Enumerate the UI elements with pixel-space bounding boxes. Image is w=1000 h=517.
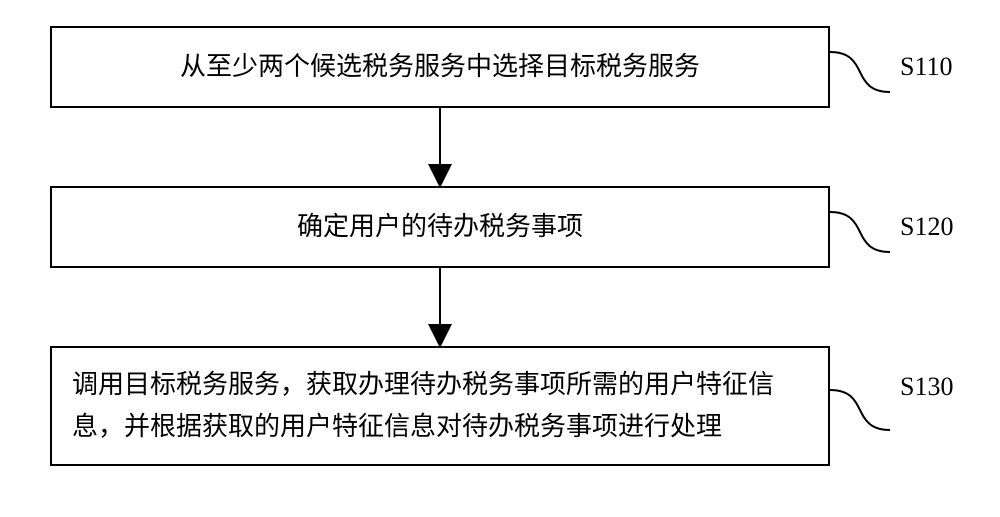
flow-node-s130: 调用目标税务服务，获取办理待办税务事项所需的用户特征信息，并根据获取的用户特征信…	[50, 346, 830, 466]
flow-label-text: S120	[900, 212, 953, 241]
flow-node-label-s120: S120	[900, 212, 953, 242]
flow-node-text: 确定用户的待办税务事项	[297, 206, 583, 248]
flow-node-s120: 确定用户的待办税务事项	[50, 186, 830, 268]
flowchart-canvas: 从至少两个候选税务服务中选择目标税务服务 S110 确定用户的待办税务事项 S1…	[0, 0, 1000, 517]
flow-label-text: S130	[900, 372, 953, 401]
label-connector	[830, 390, 890, 430]
flow-label-text: S110	[900, 52, 953, 81]
flow-node-s110: 从至少两个候选税务服务中选择目标税务服务	[50, 26, 830, 108]
label-connector	[830, 212, 890, 252]
flow-node-text: 调用目标税务服务，获取办理待办税务事项所需的用户特征信息，并根据获取的用户特征信…	[72, 364, 808, 447]
flow-node-label-s110: S110	[900, 52, 953, 82]
flow-node-label-s130: S130	[900, 372, 953, 402]
flow-node-text: 从至少两个候选税务服务中选择目标税务服务	[180, 46, 700, 88]
label-connector	[830, 52, 890, 92]
